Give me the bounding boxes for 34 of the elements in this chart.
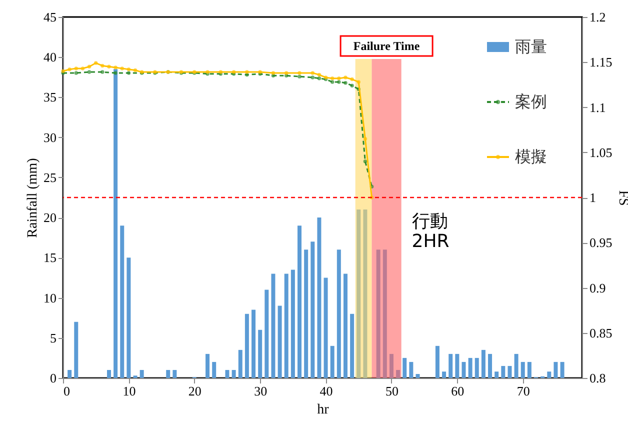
x-tick-label: 60 — [451, 384, 464, 398]
x-tick-label: 70 — [516, 384, 530, 398]
y2-tick-label: 1.1 — [590, 100, 606, 115]
y2-tick-label: 0.95 — [590, 235, 612, 250]
y-tick-label: 25 — [44, 170, 56, 185]
y-tick-label: 45 — [44, 10, 56, 24]
band-label: Failure Time — [353, 39, 420, 53]
y-tick-label: 35 — [44, 90, 56, 105]
x-tick-label: 40 — [320, 384, 333, 398]
y2-tick-label: 1.05 — [590, 144, 612, 160]
y2-tick-label: 0.8 — [590, 370, 606, 386]
y-axis-title: Rainfall (mm) — [26, 158, 40, 238]
y-tick-label: 15 — [44, 250, 56, 266]
legend-label: 案例 — [515, 92, 547, 111]
y-tick-label: 0 — [50, 370, 56, 386]
x-tick-label: 20 — [188, 384, 202, 398]
y-tick-label: 30 — [44, 130, 56, 145]
y-tick-label: 5 — [50, 330, 56, 346]
x-tick-label: 30 — [254, 384, 268, 398]
y-tick-label: 40 — [44, 50, 56, 65]
x-tick-label: 10 — [122, 384, 136, 398]
y2-tick-label: 0.85 — [590, 325, 612, 340]
band-label: 行動 2HR — [412, 211, 450, 252]
y-tick-label: 10 — [44, 290, 56, 306]
y2-tick-label: 1.15 — [590, 54, 612, 70]
x-tick-label: 0 — [64, 384, 70, 398]
y2-tick-label: 0.9 — [590, 280, 606, 296]
y2-tick-label: 1 — [590, 190, 596, 205]
y-tick-label: 20 — [44, 210, 56, 226]
x-axis-title: hr — [317, 402, 330, 418]
x-tick-label: 50 — [385, 384, 398, 398]
legend-label: 雨量 — [515, 37, 547, 56]
y2-tick-label: 1.2 — [590, 10, 606, 24]
legend-label: 模擬 — [515, 147, 547, 166]
